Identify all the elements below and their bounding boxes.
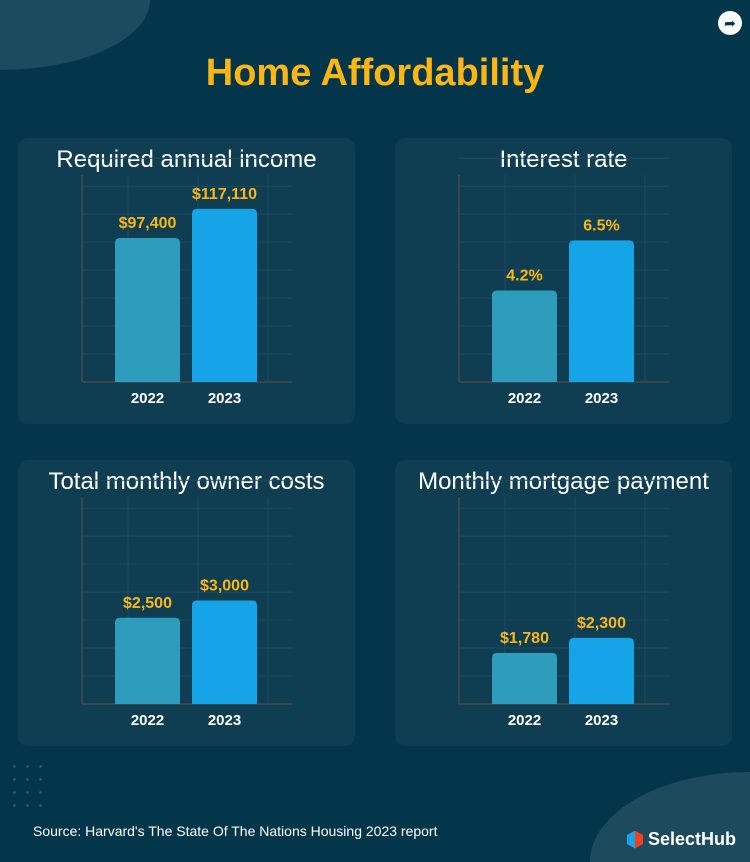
bar-2023 [192, 600, 257, 704]
decor-dots [8, 760, 48, 810]
x-tick-label: 2023 [585, 390, 618, 407]
data-label: $3,000 [200, 578, 249, 595]
page-title: Home Affordability [205, 52, 545, 94]
data-label: 6.5% [583, 217, 619, 234]
chart-panel-3: Monthly mortgage payment $1,780 2022 $2,300… [395, 460, 732, 746]
bar-2022 [492, 652, 557, 704]
chart-title: Monthly mortgage payment [418, 468, 709, 495]
data-label: 4.2% [506, 267, 542, 284]
source-note: Source: Harvard's The State Of The Natio… [33, 823, 438, 839]
data-label: $117,110 [192, 186, 257, 203]
bar-2023 [569, 637, 634, 704]
chart-0: $97,400 2022 $117,110 2023 [81, 157, 292, 407]
chart-title: Interest rate [499, 146, 628, 173]
bar-2023 [192, 208, 257, 382]
data-label: $2,500 [123, 595, 172, 612]
x-tick-label: 2023 [208, 390, 241, 407]
x-tick-label: 2022 [508, 712, 541, 729]
chart-panel-1: Interest rate 4.2% 2022 6.5% 2023 [395, 138, 732, 424]
cube-icon [627, 830, 643, 849]
data-label: $2,300 [577, 615, 626, 632]
bar-2023 [569, 240, 634, 382]
chart-1: 4.2% 2022 6.5% 2023 [458, 157, 669, 407]
chart-panel-0: Required annual income $97,400 2022 $117,11… [18, 138, 355, 424]
share-arrow-icon: ➦ [724, 15, 736, 31]
share-button[interactable]: ➦ [718, 11, 742, 35]
x-tick-label: 2022 [131, 712, 164, 729]
bar-2022 [492, 290, 557, 382]
data-label: $1,780 [500, 630, 549, 647]
x-tick-label: 2023 [585, 712, 618, 729]
x-tick-label: 2022 [508, 390, 541, 407]
chart-3: $1,780 2022 $2,300 2023 [458, 479, 669, 729]
chart-panel-2: Total monthly owner costs $2,500 2022 $3,00… [18, 460, 355, 746]
x-tick-label: 2022 [131, 390, 164, 407]
chart-2: $2,500 2022 $3,000 2023 [81, 479, 292, 729]
x-tick-label: 2023 [208, 712, 241, 729]
chart-title: Required annual income [56, 146, 317, 173]
chart-title: Total monthly owner costs [48, 468, 325, 495]
selecthub-logo: SelectHub [627, 829, 736, 850]
bar-2022 [115, 237, 180, 382]
data-label: $97,400 [119, 215, 177, 232]
bar-2022 [115, 617, 180, 704]
brand-name: SelectHub [648, 829, 737, 849]
